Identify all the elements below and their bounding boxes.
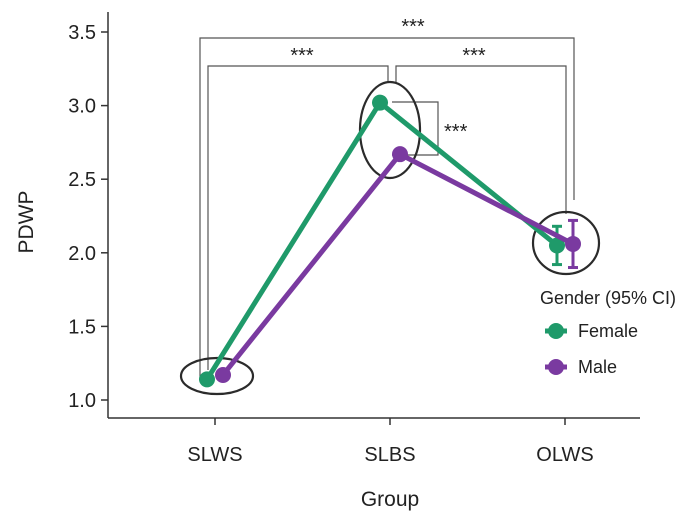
x-tick-label: OLWS (536, 444, 593, 466)
significance-label: *** (444, 121, 468, 143)
legend-title: Gender (95% CI) (540, 288, 676, 308)
legend: Gender (95% CI) Female Male (540, 288, 676, 377)
legend-label: Female (578, 321, 638, 341)
series-layer (199, 94, 581, 388)
y-axis-title: PDWP (15, 191, 38, 254)
series-female (199, 94, 565, 388)
bracket-slws-olws (199, 37, 575, 380)
legend-swatch-marker (548, 359, 564, 375)
bracket-slbs-olws (395, 65, 567, 214)
y-tick-label: 2.0 (68, 243, 96, 265)
significance-label: *** (462, 45, 486, 67)
x-axis: SLWS SLBS OLWS (108, 417, 640, 466)
y-tick-label: 1.0 (68, 390, 96, 412)
significance-brackets: *** *** *** *** (199, 16, 575, 380)
series-male (215, 146, 581, 383)
x-axis-title: Group (361, 488, 419, 511)
significance-label: *** (290, 45, 314, 67)
series-line-female (204, 100, 560, 382)
series-line-male (220, 151, 576, 378)
y-tick-label: 3.5 (68, 22, 96, 44)
legend-swatch-marker (548, 323, 564, 339)
data-point-male (392, 146, 408, 163)
y-tick-label: 1.5 (68, 316, 96, 338)
data-point-female (199, 371, 215, 388)
data-point-female (549, 237, 565, 254)
data-point-male (215, 366, 231, 383)
significance-label: *** (401, 16, 425, 38)
data-point-male (565, 235, 581, 252)
bracket-slws-slbs (207, 65, 389, 370)
y-axis: 1.0 1.5 2.0 2.5 3.0 3.5 (68, 12, 109, 418)
y-tick-label: 3.0 (68, 96, 96, 118)
highlight-ellipse-slws (179, 356, 255, 396)
data-point-female (372, 94, 388, 111)
highlight-ellipse-olws (531, 210, 601, 276)
x-tick-label: SLBS (364, 444, 415, 466)
x-tick-label: SLWS (187, 444, 242, 466)
y-tick-label: 2.5 (68, 169, 96, 191)
legend-label: Male (578, 357, 617, 377)
